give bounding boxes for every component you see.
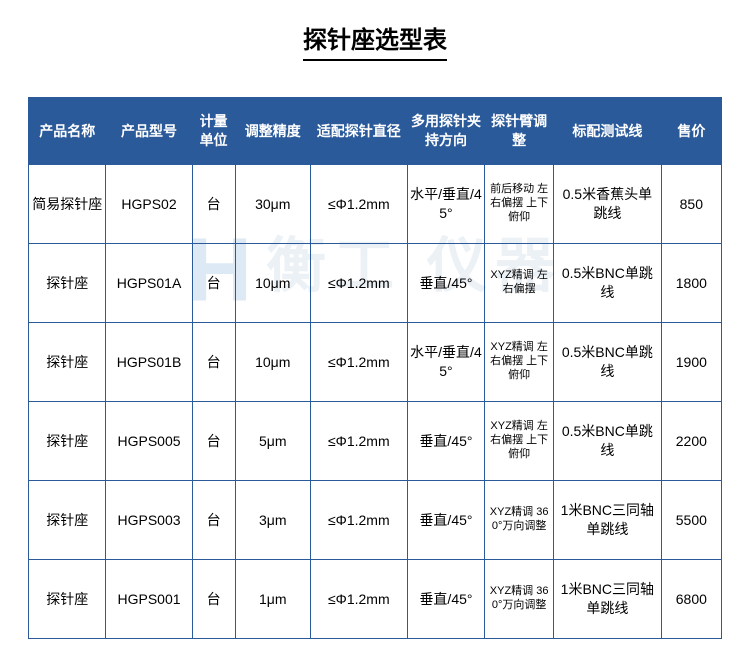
cell-unit: 台 (192, 244, 235, 323)
cell-arm: XYZ精调 左右偏摆 上下俯仰 (485, 402, 554, 481)
table-row: 探针座 HGPS005 台 5μm ≤Φ1.2mm 垂直/45° XYZ精调 左… (29, 402, 722, 481)
table-row: 探针座 HGPS01A 台 10μm ≤Φ1.2mm 垂直/45° XYZ精调 … (29, 244, 722, 323)
cell-prec: 10μm (235, 323, 310, 402)
cell-line: 1米BNC三同轴单跳线 (554, 560, 662, 639)
cell-model: HGPS01B (106, 323, 192, 402)
cell-name: 探针座 (29, 481, 106, 560)
cell-line: 0.5米BNC单跳线 (554, 402, 662, 481)
cell-price: 850 (661, 165, 721, 244)
cell-unit: 台 (192, 481, 235, 560)
title-wrap: 探针座选型表 (28, 20, 722, 79)
th-unit: 计量单位 (192, 98, 235, 165)
th-prec: 调整精度 (235, 98, 310, 165)
cell-prec: 5μm (235, 402, 310, 481)
cell-unit: 台 (192, 402, 235, 481)
cell-prec: 10μm (235, 244, 310, 323)
th-model: 产品型号 (106, 98, 192, 165)
cell-line: 0.5米香蕉头单跳线 (554, 165, 662, 244)
th-price: 售价 (661, 98, 721, 165)
cell-price: 2200 (661, 402, 721, 481)
cell-line: 0.5米BNC单跳线 (554, 323, 662, 402)
cell-dir: 垂直/45° (407, 481, 484, 560)
cell-unit: 台 (192, 165, 235, 244)
cell-unit: 台 (192, 323, 235, 402)
cell-dia: ≤Φ1.2mm (310, 244, 407, 323)
cell-dia: ≤Φ1.2mm (310, 402, 407, 481)
cell-line: 0.5米BNC单跳线 (554, 244, 662, 323)
cell-arm: XYZ精调 左右偏摆 (485, 244, 554, 323)
cell-arm: XYZ精调 左右偏摆 上下俯仰 (485, 323, 554, 402)
cell-dir: 水平/垂直/45° (407, 323, 484, 402)
cell-arm: 前后移动 左右偏摆 上下俯仰 (485, 165, 554, 244)
cell-dir: 垂直/45° (407, 560, 484, 639)
cell-unit: 台 (192, 560, 235, 639)
page-title: 探针座选型表 (303, 20, 447, 61)
cell-name: 探针座 (29, 323, 106, 402)
th-dia: 适配探针直径 (310, 98, 407, 165)
table-row: 探针座 HGPS001 台 1μm ≤Φ1.2mm 垂直/45° XYZ精调 3… (29, 560, 722, 639)
cell-dia: ≤Φ1.2mm (310, 323, 407, 402)
cell-dia: ≤Φ1.2mm (310, 560, 407, 639)
cell-dia: ≤Φ1.2mm (310, 165, 407, 244)
selection-table: 产品名称 产品型号 计量单位 调整精度 适配探针直径 多用探针夹持方向 探针臂调… (28, 97, 722, 639)
cell-prec: 1μm (235, 560, 310, 639)
cell-model: HGPS02 (106, 165, 192, 244)
table-header-row: 产品名称 产品型号 计量单位 调整精度 适配探针直径 多用探针夹持方向 探针臂调… (29, 98, 722, 165)
cell-arm: XYZ精调 360°万向调整 (485, 560, 554, 639)
cell-dir: 垂直/45° (407, 244, 484, 323)
table-row: 简易探针座 HGPS02 台 30μm ≤Φ1.2mm 水平/垂直/45° 前后… (29, 165, 722, 244)
cell-line: 1米BNC三同轴单跳线 (554, 481, 662, 560)
cell-name: 探针座 (29, 560, 106, 639)
th-line: 标配测试线 (554, 98, 662, 165)
cell-price: 6800 (661, 560, 721, 639)
page: 探针座选型表 产品名称 产品型号 计量单位 调整精度 适配探针直径 多用探针夹持… (0, 0, 750, 667)
cell-price: 1800 (661, 244, 721, 323)
cell-model: HGPS005 (106, 402, 192, 481)
table-row: 探针座 HGPS003 台 3μm ≤Φ1.2mm 垂直/45° XYZ精调 3… (29, 481, 722, 560)
cell-model: HGPS01A (106, 244, 192, 323)
th-arm: 探针臂调整 (485, 98, 554, 165)
cell-prec: 3μm (235, 481, 310, 560)
cell-dia: ≤Φ1.2mm (310, 481, 407, 560)
cell-model: HGPS003 (106, 481, 192, 560)
cell-arm: XYZ精调 360°万向调整 (485, 481, 554, 560)
cell-name: 探针座 (29, 244, 106, 323)
cell-dir: 水平/垂直/45° (407, 165, 484, 244)
cell-price: 1900 (661, 323, 721, 402)
cell-dir: 垂直/45° (407, 402, 484, 481)
th-dir: 多用探针夹持方向 (407, 98, 484, 165)
cell-name: 探针座 (29, 402, 106, 481)
th-name: 产品名称 (29, 98, 106, 165)
table-row: 探针座 HGPS01B 台 10μm ≤Φ1.2mm 水平/垂直/45° XYZ… (29, 323, 722, 402)
cell-price: 5500 (661, 481, 721, 560)
cell-model: HGPS001 (106, 560, 192, 639)
table-body: 简易探针座 HGPS02 台 30μm ≤Φ1.2mm 水平/垂直/45° 前后… (29, 165, 722, 639)
cell-prec: 30μm (235, 165, 310, 244)
cell-name: 简易探针座 (29, 165, 106, 244)
